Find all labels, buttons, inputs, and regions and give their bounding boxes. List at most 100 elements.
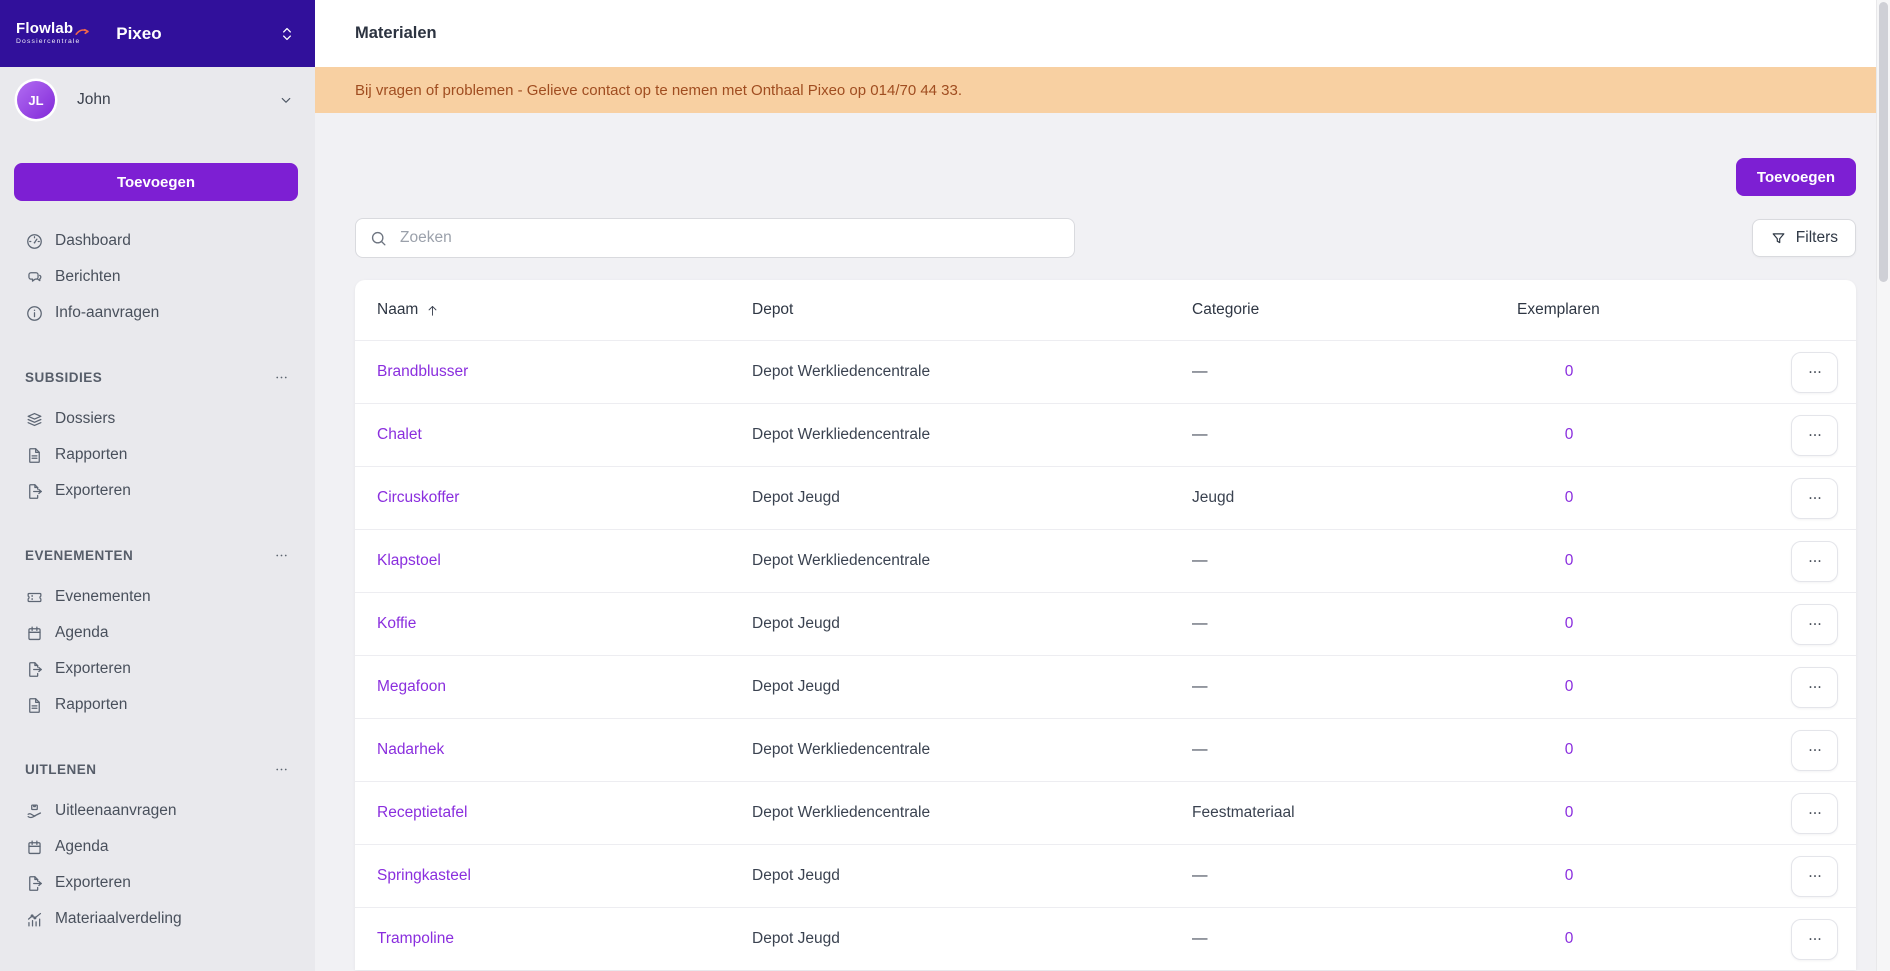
- exemplaren-cell: 0: [1517, 804, 1767, 822]
- sidebar-item-berichten[interactable]: Berichten: [0, 259, 315, 295]
- exemplaren-count-link[interactable]: 0: [1564, 426, 1574, 443]
- ticket-icon: [25, 588, 44, 607]
- material-name-link[interactable]: Klapstoel: [377, 552, 441, 569]
- exemplaren-count-link[interactable]: 0: [1564, 363, 1574, 380]
- sidebar-item-dashboard[interactable]: Dashboard: [0, 223, 315, 259]
- material-name-link[interactable]: Trampoline: [377, 930, 454, 947]
- ellipsis-icon: [1806, 615, 1824, 633]
- user-menu[interactable]: JL John: [0, 67, 315, 133]
- material-name-link[interactable]: Receptietafel: [377, 804, 468, 821]
- column-header-exemplaren[interactable]: Exemplaren: [1517, 301, 1600, 318]
- sidebar-add-button[interactable]: Toevoegen: [14, 163, 298, 201]
- filters-button[interactable]: Filters: [1751, 219, 1856, 257]
- exemplaren-count-link[interactable]: 0: [1564, 615, 1574, 632]
- categorie-cell: —: [1192, 552, 1208, 569]
- row-actions-button[interactable]: [1791, 414, 1838, 456]
- notice-banner: Bij vragen of problemen - Gelieve contac…: [315, 67, 1876, 113]
- sidebar-item-materiaalverdeling[interactable]: Materiaalverdeling: [0, 901, 315, 937]
- row-actions-button[interactable]: [1791, 603, 1838, 645]
- exemplaren-count-link[interactable]: 0: [1564, 489, 1574, 506]
- row-actions-button[interactable]: [1791, 477, 1838, 519]
- sidebar-item-label: Agenda: [55, 838, 109, 855]
- flowlab-logo: Flowlab Dossiercentrale: [16, 21, 90, 46]
- table-row: Nadarhek Depot Werkliedencentrale — 0: [355, 718, 1856, 781]
- material-name-link[interactable]: Springkasteel: [377, 867, 471, 884]
- material-name-link[interactable]: Nadarhek: [377, 741, 445, 758]
- document-icon: [25, 446, 44, 465]
- sidebar-item-label: Berichten: [55, 268, 121, 285]
- row-actions-button[interactable]: [1791, 351, 1838, 393]
- material-name-link[interactable]: Megafoon: [377, 678, 446, 695]
- ellipsis-icon: [1806, 804, 1824, 822]
- section-title: UITLENEN: [25, 761, 97, 777]
- row-actions-button[interactable]: [1791, 540, 1838, 582]
- section-menu-ellipsis-icon[interactable]: [273, 761, 290, 778]
- sidebar-item-exporteren[interactable]: Exporteren: [0, 651, 315, 687]
- material-name-link[interactable]: Koffie: [377, 615, 417, 632]
- exemplaren-count-link[interactable]: 0: [1564, 867, 1574, 884]
- ellipsis-icon: [1806, 678, 1824, 696]
- sidebar-item-label: Rapporten: [55, 696, 128, 713]
- avatar: JL: [17, 81, 55, 119]
- table-row: Circuskoffer Depot Jeugd Jeugd 0: [355, 466, 1856, 529]
- table-row: Koffie Depot Jeugd — 0: [355, 592, 1856, 655]
- exemplaren-count-link[interactable]: 0: [1564, 930, 1574, 947]
- exemplaren-count-link[interactable]: 0: [1564, 804, 1574, 821]
- section-header-evenementen: EVENEMENTEN: [0, 545, 315, 565]
- sidebar-item-exporteren[interactable]: Exporteren: [0, 473, 315, 509]
- depot-cell: Depot Jeugd: [752, 930, 840, 947]
- section-title: SUBSIDIES: [25, 369, 103, 385]
- column-header-naam[interactable]: Naam: [377, 301, 752, 319]
- row-actions-button[interactable]: [1791, 918, 1838, 960]
- sidebar-item-agenda[interactable]: Agenda: [0, 615, 315, 651]
- actions-cell: [1767, 729, 1838, 771]
- chevrons-up-down-icon[interactable]: [277, 24, 297, 44]
- material-name-link[interactable]: Chalet: [377, 426, 422, 443]
- categorie-cell: Jeugd: [1192, 489, 1235, 506]
- logo-swoosh-icon: [75, 27, 90, 36]
- sidebar-item-dossiers[interactable]: Dossiers: [0, 401, 315, 437]
- scrollbar[interactable]: [1876, 0, 1890, 971]
- sidebar-item-agenda[interactable]: Agenda: [0, 829, 315, 865]
- search-icon: [369, 229, 388, 248]
- ellipsis-icon: [1806, 552, 1824, 570]
- exemplaren-count-link[interactable]: 0: [1564, 741, 1574, 758]
- row-actions-button[interactable]: [1791, 666, 1838, 708]
- sidebar-item-uitleenaanvragen[interactable]: Uitleenaanvragen: [0, 793, 315, 829]
- categorie-cell: —: [1192, 615, 1208, 632]
- main-area: Materialen Bij vragen of problemen - Gel…: [315, 0, 1876, 971]
- exemplaren-count-link[interactable]: 0: [1564, 678, 1574, 695]
- column-label: Naam: [377, 301, 419, 318]
- search-box: [355, 218, 1075, 258]
- column-header-depot[interactable]: Depot: [752, 301, 794, 318]
- section-header-uitlenen: UITLENEN: [0, 759, 315, 779]
- sidebar-item-rapporten[interactable]: Rapporten: [0, 687, 315, 723]
- actions-cell: [1767, 918, 1838, 960]
- sidebar-item-info-aanvragen[interactable]: Info-aanvragen: [0, 295, 315, 331]
- material-name-link[interactable]: Circuskoffer: [377, 489, 460, 506]
- row-actions-button[interactable]: [1791, 729, 1838, 771]
- workspace-switcher[interactable]: Flowlab Dossiercentrale Pixeo: [0, 0, 315, 67]
- section-menu-ellipsis-icon[interactable]: [273, 369, 290, 386]
- sidebar-item-label: Evenementen: [55, 588, 151, 605]
- depot-cell: Depot Jeugd: [752, 615, 840, 632]
- material-name-link[interactable]: Brandblusser: [377, 363, 469, 380]
- chat-icon: [25, 268, 44, 287]
- sidebar-item-exporteren[interactable]: Exporteren: [0, 865, 315, 901]
- row-actions-button[interactable]: [1791, 792, 1838, 834]
- info-icon: [25, 304, 44, 323]
- actions-cell: [1767, 603, 1838, 645]
- column-header-categorie[interactable]: Categorie: [1192, 301, 1260, 318]
- section-menu-ellipsis-icon[interactable]: [273, 547, 290, 564]
- document-icon: [25, 696, 44, 715]
- add-material-button[interactable]: Toevoegen: [1735, 158, 1856, 196]
- ellipsis-icon: [1806, 426, 1824, 444]
- categorie-cell: —: [1192, 363, 1208, 380]
- row-actions-button[interactable]: [1791, 855, 1838, 897]
- exemplaren-count-link[interactable]: 0: [1564, 552, 1574, 569]
- scrollbar-thumb[interactable]: [1879, 2, 1888, 282]
- search-input[interactable]: [398, 228, 1061, 248]
- exemplaren-cell: 0: [1517, 741, 1767, 759]
- sidebar-item-rapporten[interactable]: Rapporten: [0, 437, 315, 473]
- sidebar-item-evenementen[interactable]: Evenementen: [0, 579, 315, 615]
